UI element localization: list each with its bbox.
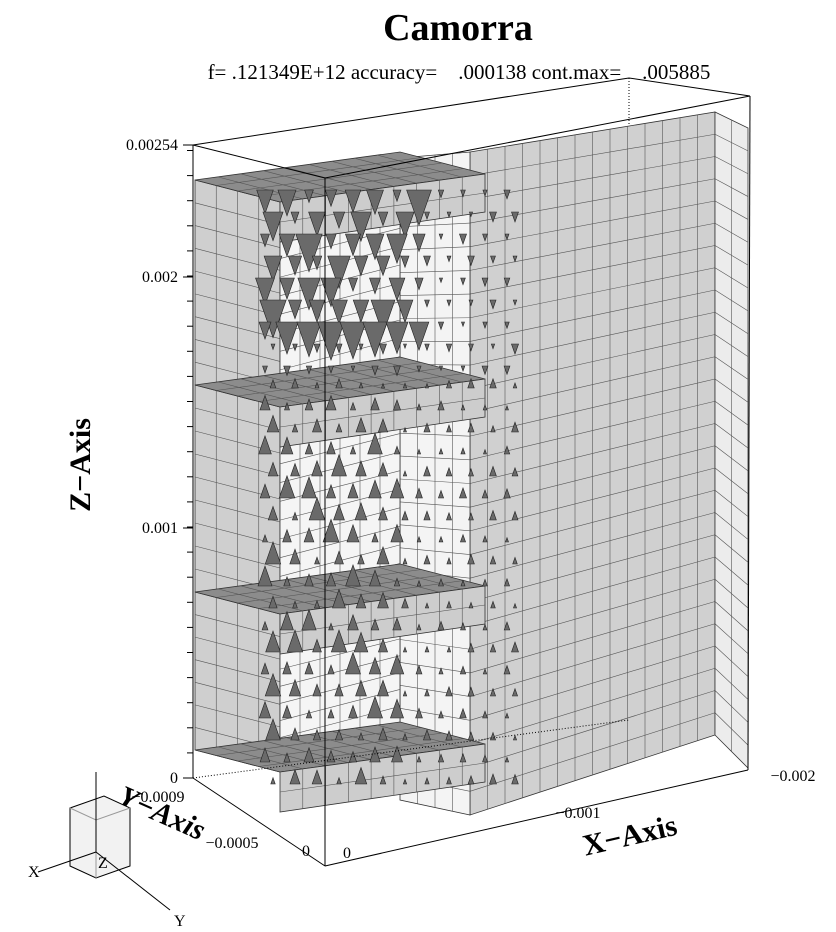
triad-z: Z — [98, 855, 108, 872]
back-wall — [470, 112, 715, 815]
plot: Camorra f= .121349E+12 accuracy= .000138… — [0, 0, 836, 932]
subtitle: f= .121349E+12 accuracy= .000138 cont.ma… — [208, 60, 711, 84]
inner-wall — [400, 152, 470, 815]
y-tick-label: 0 — [302, 843, 310, 860]
x-tick-label: 0 — [343, 845, 351, 862]
cone — [271, 778, 275, 784]
z-axis-label: Z−Axis — [64, 418, 97, 512]
z-tick-label: 0.002 — [142, 269, 178, 286]
y-tick-label: −0.0009 — [131, 789, 184, 806]
z-tick-label: 0.001 — [142, 520, 178, 537]
x-tick-label: −0.001 — [555, 805, 600, 822]
x-tick-label: −0.002 — [770, 768, 815, 785]
z-tick-label: 0 — [170, 770, 178, 787]
y-tick-label: −0.0005 — [205, 835, 258, 852]
z-tick-label: 0.00254 — [126, 137, 178, 154]
title: Camorra — [383, 7, 533, 49]
triad-y: Y — [174, 913, 186, 930]
triad-x: X — [28, 864, 40, 881]
side-wall — [715, 112, 748, 768]
